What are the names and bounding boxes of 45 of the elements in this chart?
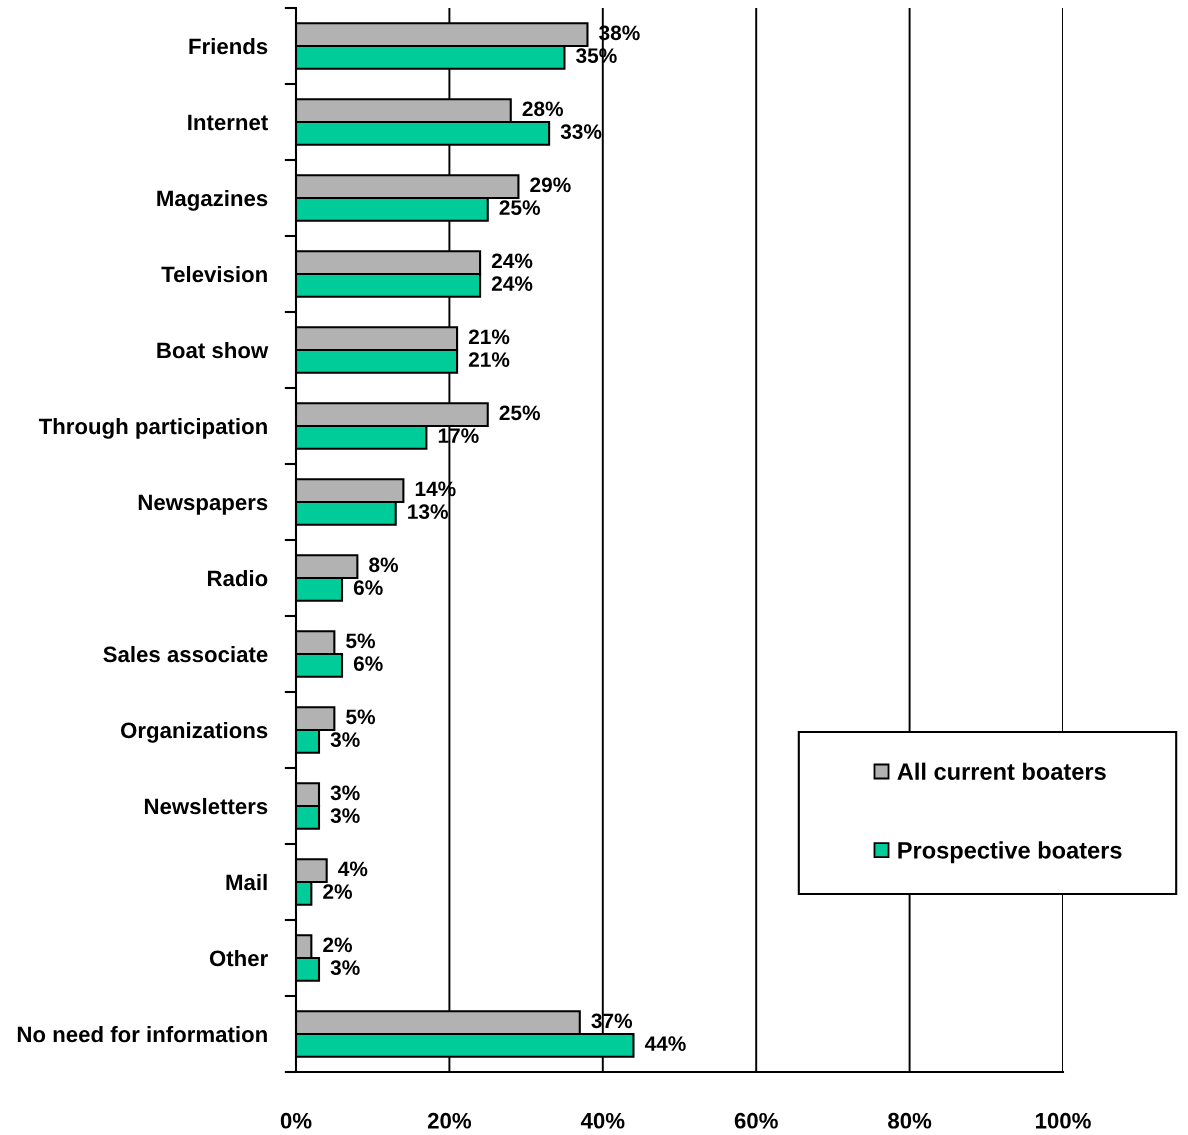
data-label: 33% xyxy=(560,124,602,140)
x-tick-label: 40% xyxy=(580,1112,625,1129)
data-label: 29% xyxy=(530,177,571,193)
data-label: 8% xyxy=(369,557,399,573)
data-label: 4% xyxy=(338,861,368,877)
y-tick-label: Sales associate xyxy=(103,645,268,663)
data-label: 21% xyxy=(468,329,510,345)
data-label: 6% xyxy=(353,580,383,595)
y-tick-label: Organizations xyxy=(120,721,268,743)
y-tick-label: Other xyxy=(209,949,268,967)
data-label: 21% xyxy=(468,352,510,367)
data-label: 24% xyxy=(491,253,533,269)
y-tick-label: Newsletters xyxy=(144,797,268,815)
x-tick-label: 100% xyxy=(1035,1112,1091,1129)
data-label: 28% xyxy=(522,101,564,117)
data-label: 3% xyxy=(330,960,360,976)
x-tick-label: 20% xyxy=(427,1112,472,1129)
y-tick-label: Mail xyxy=(226,873,267,891)
data-label: 13% xyxy=(408,504,448,520)
y-tick-label: Television xyxy=(161,265,267,283)
data-label: 5% xyxy=(346,633,376,649)
y-tick-label: Magazines xyxy=(157,189,268,211)
x-tick-label: 80% xyxy=(888,1112,932,1129)
x-tick-label: 60% xyxy=(734,1112,778,1129)
y-tick-label: Friends xyxy=(189,37,268,55)
y-tick-label: Internet xyxy=(188,114,268,131)
data-label: 3% xyxy=(330,808,360,824)
data-label: 3% xyxy=(330,785,360,801)
data-label: 24% xyxy=(491,276,533,291)
legend-label: All current boaters xyxy=(897,762,1106,780)
data-label: 3% xyxy=(330,732,360,748)
data-label: 2% xyxy=(323,884,353,899)
data-label: 25% xyxy=(499,405,541,421)
data-label: 44% xyxy=(644,1036,686,1051)
y-tick-label: No need for information xyxy=(17,1025,267,1043)
data-label: 2% xyxy=(323,937,353,953)
data-label: 25% xyxy=(499,200,541,215)
y-tick-label: Through participation xyxy=(38,417,267,439)
y-tick-label: Boat show xyxy=(157,341,269,359)
data-label: 6% xyxy=(353,656,383,671)
x-tick-label: 0% xyxy=(280,1112,312,1129)
data-label: 5% xyxy=(346,709,376,725)
y-tick-label: Radio xyxy=(207,569,268,587)
legend-label: Prospective boaters xyxy=(898,841,1122,864)
y-tick-label: Newspapers xyxy=(138,494,268,515)
